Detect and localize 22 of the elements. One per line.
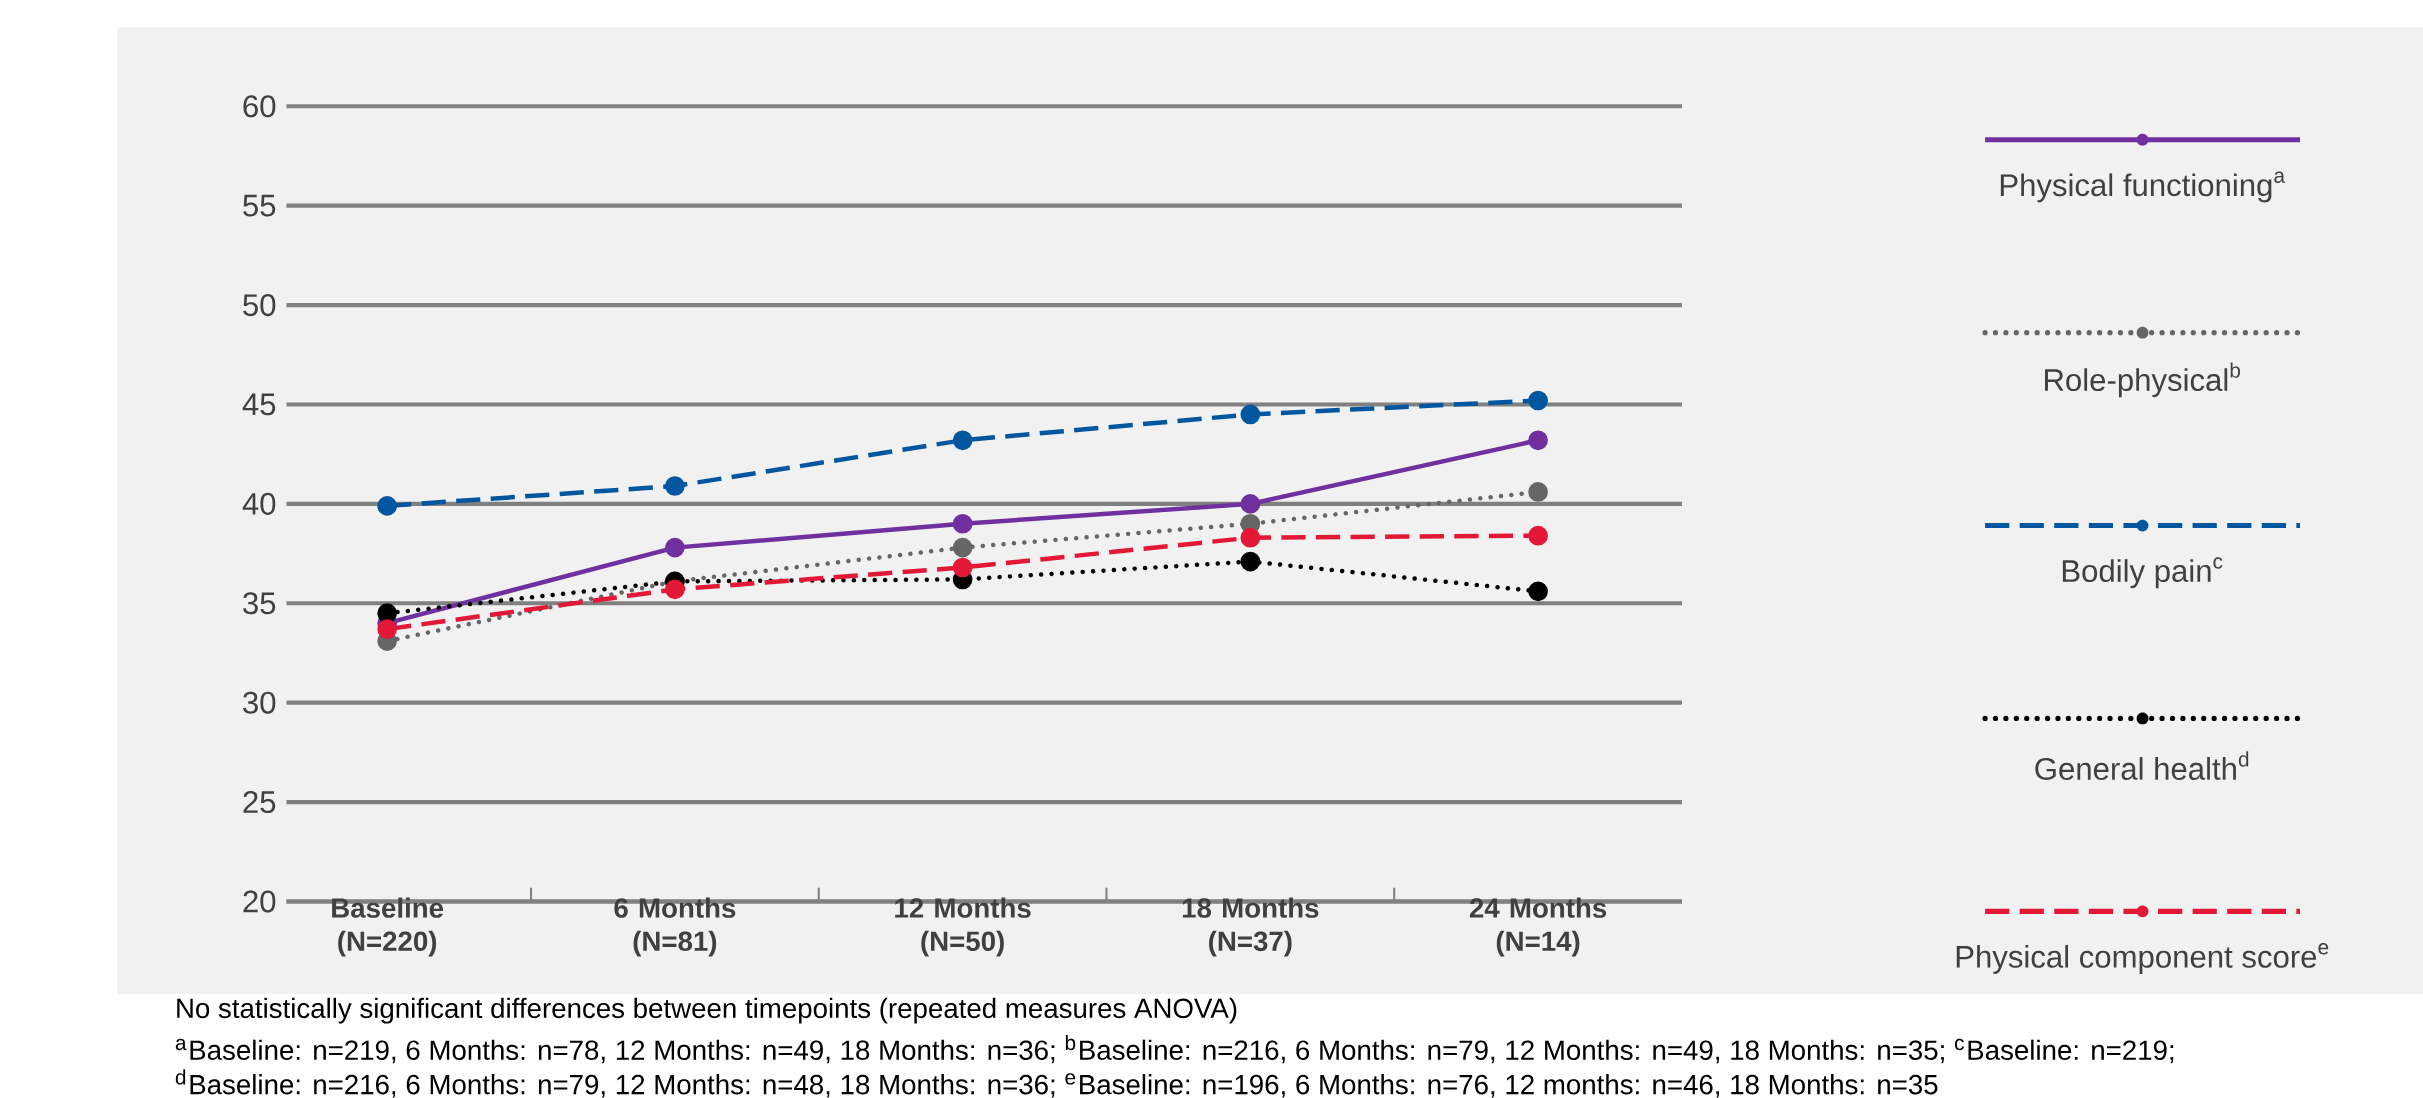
text: $^{a}$Baseline: n=219, 6 Months: n=78, 12 Months: n=49, 18 Months: n=36; $^{b}$Baseline: n=216, 6 Months: n=79, 12 Months: n=49, 18 Months: n=35; $^{c}$Baseline: n=219; [175, 1035, 2174, 1064]
y-tick-label: 20 [243, 890, 276, 913]
text: No statistically significant differences between timepoints (repeated measures ANOVA) [177, 997, 1237, 1024]
y-tick-label: 40 [242, 492, 276, 516]
y-tick-label: 30 [243, 691, 276, 714]
y-tick-label: 50 [243, 294, 276, 317]
legend-label: Role-physical$^{b}$ [2045, 362, 2240, 398]
y-tick-label: 60 [243, 95, 276, 118]
y-tick-label: 55 [243, 194, 276, 217]
x-tick-label: Baseline (N=220) [332, 897, 444, 957]
legend-label: Bodily pain$^{c}$ [2062, 557, 2223, 589]
y-tick-label: 45 [242, 393, 276, 416]
legend-label: General health$^{d}$ [2035, 751, 2249, 781]
legend-label: Physical functioning$^{a}$ [2000, 171, 2286, 203]
text: $^{d}$Baseline: n=216, 6 Months: n=79, 12 Months: n=48, 18 Months: n=36; $^{e}$Baseline: n=196, 6 Months: n=76, 12 months: n=46, 18 Months: n=35 [175, 1069, 1938, 1098]
y-tick-label: 25 [243, 791, 276, 814]
legend-label: Physical component score$^{e}$ [1956, 943, 2329, 975]
x-tick-label: 24 Months (N=14) [1469, 897, 1607, 957]
x-tick-label: 12 Months (N=50) [895, 897, 1031, 957]
x-tick-label: 6 Months (N=81) [614, 897, 736, 957]
x-tick-label: 18 Months (N=37) [1182, 897, 1319, 957]
y-tick-label: 35 [243, 592, 276, 615]
